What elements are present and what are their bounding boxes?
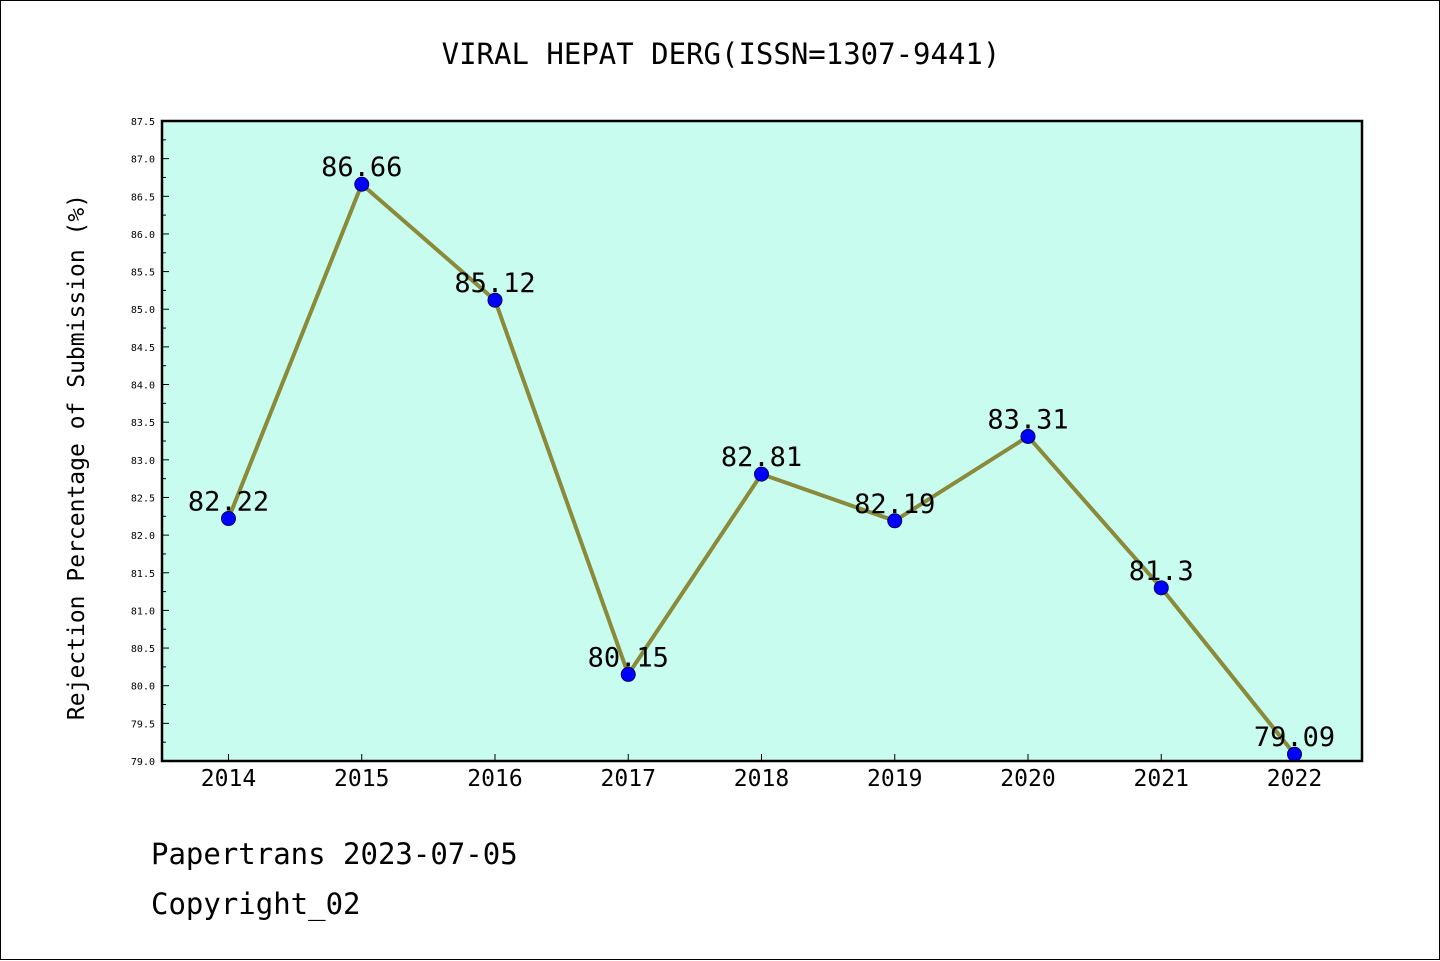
data-point xyxy=(620,666,636,682)
data-label: 83.31 xyxy=(987,404,1068,435)
x-tick-label: 2022 xyxy=(1267,766,1322,792)
y-tick-label: 82.5 xyxy=(131,493,155,504)
plot-area xyxy=(162,121,1362,761)
y-tick-label: 79.0 xyxy=(131,757,155,768)
data-label: 82.19 xyxy=(854,489,935,520)
y-tick-label: 80.5 xyxy=(131,644,155,655)
data-point xyxy=(221,511,236,527)
y-tick-label: 87.0 xyxy=(131,155,155,166)
y-tick-label: 82.0 xyxy=(131,531,155,542)
y-tick-label: 79.5 xyxy=(131,719,155,730)
y-tick-label: 81.0 xyxy=(131,606,155,617)
footer-date: Papertrans 2023-07-05 xyxy=(151,837,518,871)
data-point xyxy=(754,466,769,482)
x-tick-label: 2018 xyxy=(734,766,789,792)
data-point xyxy=(887,513,903,529)
data-label: 82.81 xyxy=(721,442,802,473)
plot-border xyxy=(160,119,1364,763)
y-tick-label: 81.5 xyxy=(131,569,155,580)
data-label: 86.66 xyxy=(321,152,402,183)
data-point xyxy=(1020,428,1036,444)
y-tick-label: 85.0 xyxy=(131,305,155,316)
x-tick-label: 2021 xyxy=(1134,766,1189,792)
footer-copyright: Copyright_02 xyxy=(151,887,361,921)
y-tick-label: 83.0 xyxy=(131,456,155,467)
y-tick-label: 84.0 xyxy=(131,381,155,392)
x-tick-label: 2020 xyxy=(1000,766,1055,792)
data-point xyxy=(487,292,503,308)
data-label: 82.22 xyxy=(188,487,269,518)
data-label: 80.15 xyxy=(588,642,669,673)
data-point xyxy=(1153,580,1169,596)
data-label: 81.3 xyxy=(1129,556,1194,587)
data-label: 79.09 xyxy=(1254,722,1335,753)
x-tick-label: 2014 xyxy=(201,766,256,792)
y-tick-label: 84.5 xyxy=(131,343,155,354)
y-tick-label: 86.0 xyxy=(131,230,155,241)
x-tick-label: 2015 xyxy=(334,766,389,792)
y-tick-label: 85.5 xyxy=(131,268,155,279)
x-tick-label: 2019 xyxy=(867,766,922,792)
y-tick-label: 83.5 xyxy=(131,418,155,429)
y-tick-label: 87.5 xyxy=(131,117,155,128)
y-tick-label: 86.5 xyxy=(131,192,155,203)
x-tick-label: 2017 xyxy=(601,766,656,792)
y-tick-label: 80.0 xyxy=(131,682,155,693)
data-point xyxy=(354,176,370,192)
x-tick-label: 2016 xyxy=(467,766,522,792)
data-label: 85.12 xyxy=(454,268,535,299)
chart-title: VIRAL HEPAT DERG(ISSN=1307-9441) xyxy=(441,37,1001,71)
